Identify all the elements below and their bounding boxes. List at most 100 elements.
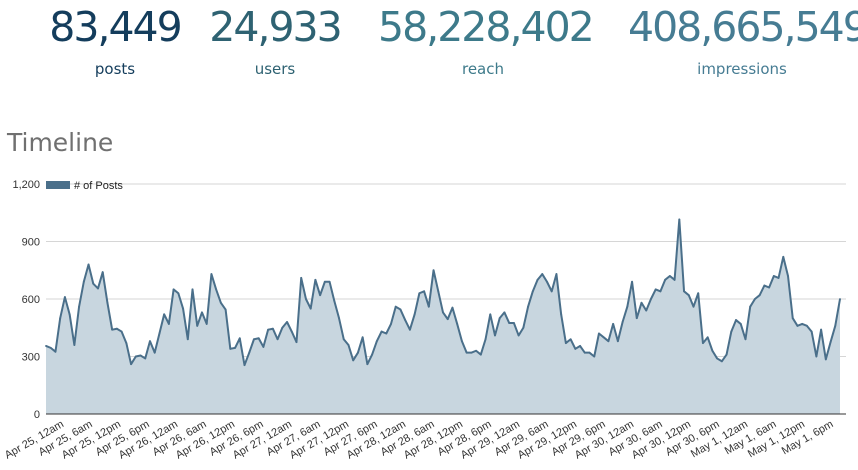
- data-point: [824, 358, 827, 361]
- data-point: [271, 327, 274, 330]
- data-point: [82, 280, 85, 283]
- data-point: [120, 330, 123, 333]
- data-point: [659, 290, 662, 293]
- data-point: [385, 332, 388, 335]
- chart-y-axis: 0 300 600 900 1,200: [12, 179, 40, 421]
- data-point: [640, 301, 643, 304]
- data-point: [787, 275, 789, 277]
- data-point: [219, 301, 222, 304]
- data-point: [546, 280, 548, 283]
- data-point: [390, 323, 392, 325]
- data-point: [158, 332, 161, 335]
- data-point: [229, 347, 232, 350]
- data-point: [829, 341, 832, 344]
- data-point: [427, 305, 430, 308]
- data-point: [352, 359, 355, 362]
- data-point: [248, 351, 251, 354]
- data-point: [484, 338, 487, 341]
- data-point: [49, 346, 52, 349]
- data-point: [602, 336, 605, 339]
- data-point: [593, 355, 596, 358]
- data-point: [130, 363, 132, 366]
- data-point: [196, 324, 199, 327]
- data-point: [768, 286, 771, 289]
- data-point: [394, 305, 397, 308]
- y-tick-label: 0: [34, 409, 40, 421]
- data-point: [432, 269, 435, 272]
- data-point: [286, 321, 288, 323]
- stat-impressions: 408,665,549 impressions: [628, 0, 858, 78]
- data-point: [106, 301, 109, 304]
- data-point: [692, 305, 695, 308]
- data-point: [309, 307, 312, 310]
- data-point: [489, 313, 492, 316]
- legend-label: # of Posts: [74, 180, 123, 192]
- data-point: [815, 355, 818, 358]
- data-point: [645, 309, 648, 312]
- data-point: [673, 278, 676, 281]
- data-point: [125, 342, 128, 344]
- data-point: [338, 317, 340, 320]
- data-point: [446, 318, 449, 321]
- data-point: [243, 364, 246, 367]
- data-point: [461, 340, 463, 343]
- stat-reach-label: reach: [461, 60, 504, 78]
- data-point: [262, 346, 265, 348]
- data-point: [153, 351, 156, 354]
- data-point: [612, 323, 615, 325]
- data-point: [224, 308, 227, 311]
- data-point: [744, 338, 747, 341]
- data-point: [257, 337, 260, 340]
- data-point: [503, 311, 506, 314]
- data-point: [555, 273, 558, 275]
- data-point: [607, 340, 610, 343]
- data-point: [806, 324, 808, 327]
- data-point: [290, 330, 293, 333]
- data-point: [668, 275, 671, 277]
- stat-reach: 58,228,402 reach: [378, 0, 595, 78]
- data-point: [182, 307, 184, 310]
- stat-reach-value: 58,228,402: [378, 3, 595, 51]
- data-point: [409, 328, 411, 331]
- data-point: [215, 288, 218, 291]
- data-point: [579, 345, 581, 347]
- data-point: [635, 317, 638, 320]
- data-point: [328, 280, 331, 283]
- data-point: [191, 288, 194, 291]
- y-tick-label: 900: [22, 237, 40, 249]
- data-point: [375, 340, 378, 343]
- stat-users: 24,933 users: [202, 0, 348, 78]
- data-point: [588, 351, 591, 354]
- data-point: [796, 324, 799, 327]
- data-point: [144, 357, 147, 360]
- data-point: [777, 277, 780, 279]
- data-point: [735, 319, 737, 321]
- data-point: [163, 313, 166, 316]
- data-point: [801, 323, 804, 325]
- data-point: [437, 290, 440, 293]
- data-point: [238, 337, 241, 340]
- data-point: [205, 323, 208, 325]
- data-point: [456, 323, 459, 325]
- y-tick-label: 600: [22, 294, 40, 306]
- data-point: [399, 308, 402, 311]
- data-point: [550, 290, 553, 293]
- data-point: [664, 278, 667, 281]
- data-point: [380, 330, 383, 333]
- data-point: [342, 338, 345, 341]
- data-point: [92, 282, 95, 285]
- data-point: [494, 334, 496, 337]
- data-point: [834, 324, 837, 327]
- data-point: [527, 305, 529, 308]
- data-point: [281, 326, 284, 329]
- data-point: [101, 271, 104, 274]
- data-point: [616, 340, 619, 343]
- data-point: [498, 317, 501, 320]
- data-point: [541, 273, 544, 275]
- data-point: [366, 363, 369, 366]
- data-point: [68, 313, 71, 316]
- y-tick-label: 300: [22, 352, 40, 364]
- data-point: [725, 353, 728, 356]
- data-point: [418, 292, 421, 295]
